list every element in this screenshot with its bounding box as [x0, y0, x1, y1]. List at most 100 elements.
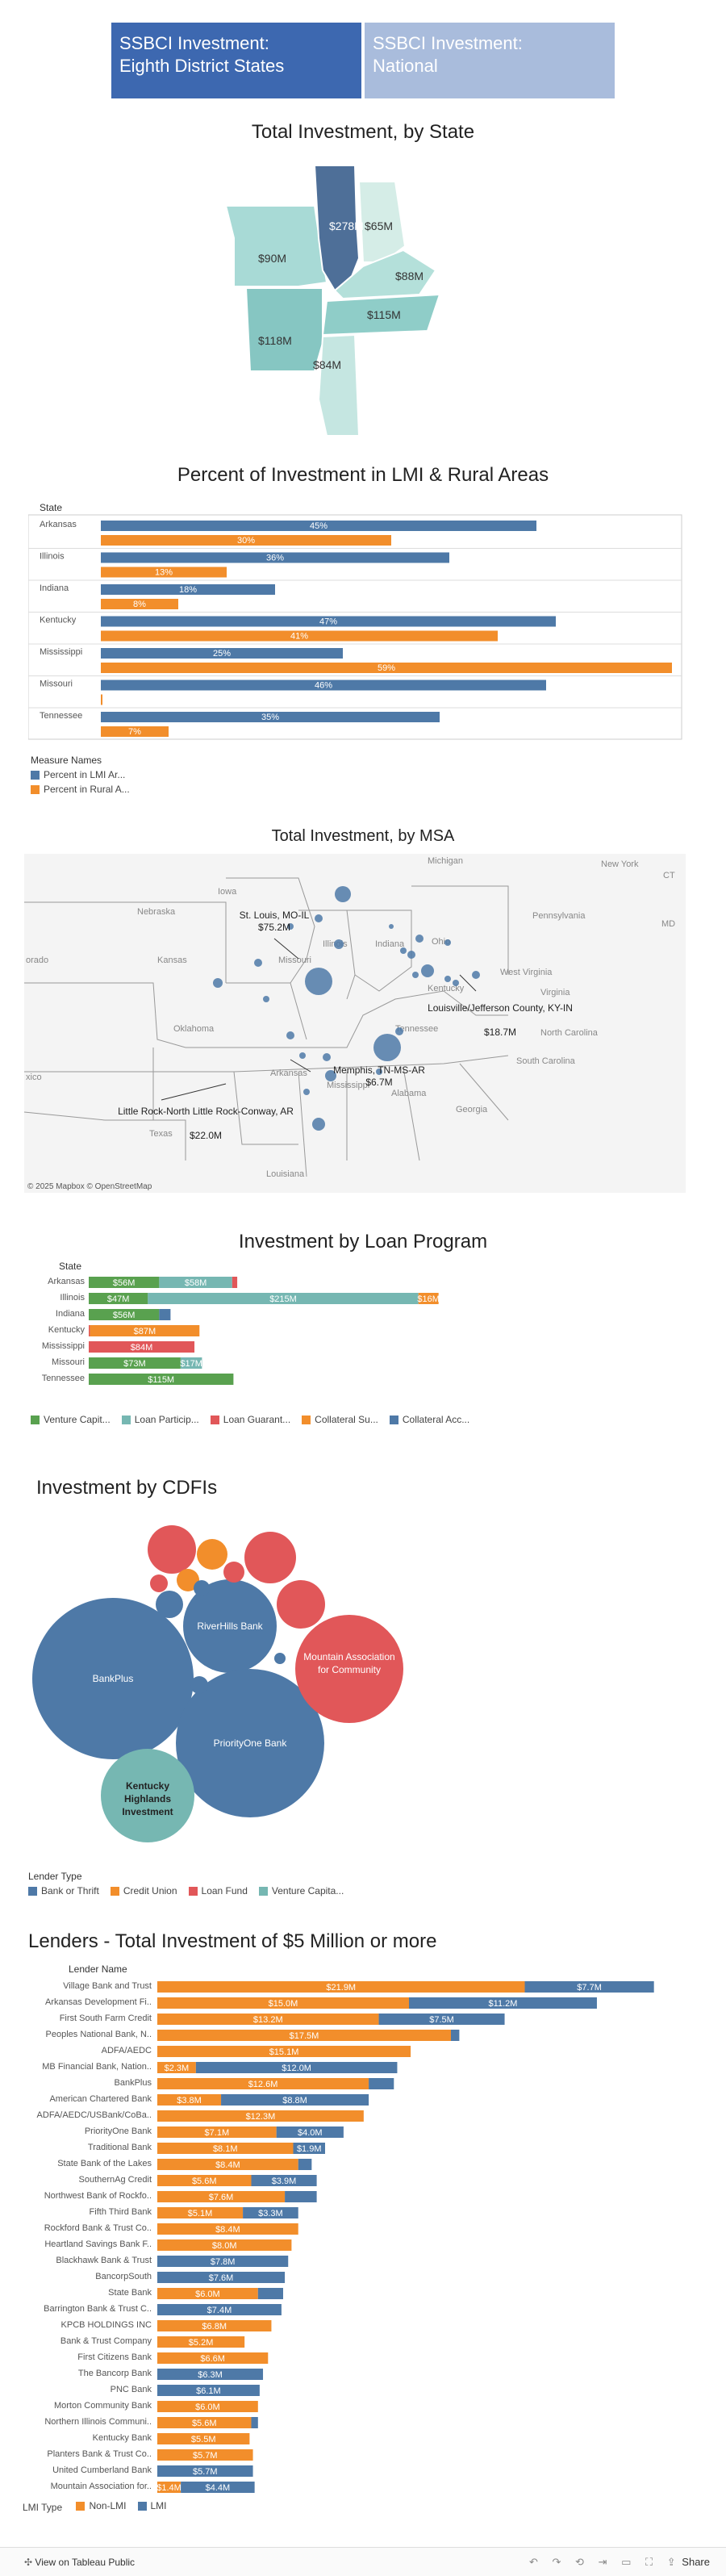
bubble-bank-small-2[interactable]: [194, 1580, 210, 1596]
lender-bar-lmi[interactable]: [369, 2078, 394, 2089]
lmi-bar-arkansas[interactable]: [101, 521, 536, 531]
loan-bar-indiana-collateral-acc[interactable]: [159, 1309, 171, 1320]
tennessee-shape[interactable]: [321, 293, 441, 337]
tab-eighth-district[interactable]: SSBCI Investment: Eighth District States: [111, 23, 361, 98]
lender-bar-non-lmi[interactable]: [157, 2401, 258, 2412]
lender-bar-non-lmi[interactable]: [157, 2336, 245, 2348]
lender-bar-lmi[interactable]: [285, 2191, 317, 2202]
loan-bar-arkansas-loan-particip[interactable]: [159, 1277, 232, 1288]
bubble-kentucky-highlands[interactable]: [101, 1749, 194, 1842]
lender-bar-non-lmi[interactable]: [157, 2014, 379, 2025]
bubble-loanfund-4[interactable]: [223, 1562, 244, 1583]
lender-bar-non-lmi[interactable]: [157, 2159, 298, 2170]
arkansas-shape[interactable]: [244, 287, 323, 372]
lmi-bar-tennessee[interactable]: [101, 712, 440, 722]
lenders-legend-item-0[interactable]: Non-LMI: [76, 2500, 127, 2511]
loan-bar-illinois-venture-capit[interactable]: [89, 1293, 148, 1304]
lender-bar-non-lmi[interactable]: [157, 2482, 182, 2493]
revert-icon[interactable]: ⟲: [575, 2556, 584, 2568]
lender-bar-non-lmi[interactable]: [157, 2288, 258, 2299]
msa-bubble[interactable]: [400, 947, 407, 954]
msa-bubble[interactable]: [373, 1034, 401, 1061]
loan-bar-indiana-venture-capit[interactable]: [89, 1309, 160, 1320]
bubble-bank-small-1[interactable]: [156, 1591, 183, 1618]
lender-bar-non-lmi[interactable]: [157, 1997, 409, 2009]
msa-bubble[interactable]: [444, 939, 451, 946]
lender-bar-lmi[interactable]: [257, 2288, 283, 2299]
lender-bar-lmi[interactable]: [378, 2014, 505, 2025]
loan-bar-kentucky-loan-guarant[interactable]: [89, 1325, 90, 1336]
bubble-credit-union-1[interactable]: [197, 1539, 227, 1570]
msa-bubble[interactable]: [395, 1027, 403, 1035]
lender-bar-non-lmi[interactable]: [157, 2110, 364, 2122]
lenders-legend-item-1[interactable]: LMI: [137, 2500, 167, 2511]
loan-chart[interactable]: State Arkansas $56M $58M Illinois $47M $215M $…: [28, 1259, 690, 1396]
lender-bar-non-lmi[interactable]: [157, 2126, 277, 2138]
msa-bubble[interactable]: [299, 1052, 306, 1059]
lender-bar-non-lmi[interactable]: [157, 2207, 244, 2218]
lender-bar-non-lmi[interactable]: [157, 2094, 222, 2106]
mississippi-shape[interactable]: [317, 333, 361, 437]
lender-bar-non-lmi[interactable]: [157, 2030, 451, 2041]
msa-bubble[interactable]: [303, 1089, 310, 1095]
lender-bar-non-lmi[interactable]: [157, 2143, 294, 2154]
msa-bubble[interactable]: [305, 968, 332, 995]
bubble-bank-small-3[interactable]: [190, 1676, 208, 1694]
lmi-bar-indiana[interactable]: [101, 584, 275, 595]
lender-bar-lmi[interactable]: [221, 2094, 369, 2106]
msa-bubble[interactable]: [407, 951, 415, 959]
lender-bar-lmi[interactable]: [157, 2385, 260, 2396]
loan-legend-item-4[interactable]: Collateral Acc...: [389, 1414, 469, 1425]
msa-bubble[interactable]: [213, 978, 223, 988]
device-preview-icon[interactable]: ▭: [621, 2556, 632, 2568]
msa-bubble[interactable]: [472, 971, 480, 979]
msa-bubble[interactable]: [453, 980, 459, 986]
lender-bar-lmi[interactable]: [157, 2256, 289, 2267]
msa-bubble[interactable]: [421, 964, 434, 977]
loan-bar-illinois-loan-particip[interactable]: [148, 1293, 419, 1304]
msa-bubble[interactable]: [334, 939, 344, 949]
lender-bar-lmi[interactable]: [157, 2304, 282, 2315]
missouri-shape[interactable]: [224, 205, 328, 287]
undo-icon[interactable]: ↶: [528, 2556, 538, 2568]
bubble-loanfund-3[interactable]: [277, 1580, 325, 1629]
lender-bar-non-lmi[interactable]: [157, 2223, 298, 2235]
msa-bubble[interactable]: [286, 1031, 294, 1039]
loan-bar-illinois-collateral-su[interactable]: [418, 1293, 439, 1304]
lender-bar-lmi[interactable]: [409, 1997, 597, 2009]
msa-bubble[interactable]: [335, 886, 351, 902]
lmi-legend-lmi[interactable]: Percent in LMI Ar...: [31, 769, 125, 780]
lender-bar-non-lmi[interactable]: [157, 2417, 252, 2428]
lender-bar-non-lmi[interactable]: [157, 2239, 292, 2251]
msa-bubble[interactable]: [415, 935, 424, 943]
rural-bar-mississippi[interactable]: [101, 663, 672, 673]
lender-bar-lmi[interactable]: [451, 2030, 460, 2041]
lender-bar-lmi[interactable]: [298, 2159, 312, 2170]
tab-national[interactable]: SSBCI Investment: National: [365, 23, 615, 98]
lender-bar-non-lmi[interactable]: [157, 2433, 250, 2444]
lmi-bar-missouri[interactable]: [101, 680, 546, 691]
loan-bar-kentucky-collateral-su[interactable]: [90, 1325, 200, 1336]
msa-bubble[interactable]: [323, 1053, 331, 1061]
lender-bar-lmi[interactable]: [243, 2207, 298, 2218]
msa-bubble[interactable]: [325, 1070, 336, 1081]
msa-bubble[interactable]: [389, 924, 394, 929]
loan-bar-missouri-loan-particip[interactable]: [180, 1357, 202, 1369]
bubble-priorityone[interactable]: [176, 1669, 324, 1817]
rural-bar-tennessee[interactable]: [101, 726, 169, 737]
msa-bubble[interactable]: [315, 914, 323, 922]
loan-legend-item-3[interactable]: Collateral Su...: [302, 1414, 378, 1425]
cdfi-bubble-chart[interactable]: BankPlus RiverHills Bank PriorityOne Ban…: [28, 1517, 432, 1856]
loan-legend-item-0[interactable]: Venture Capit...: [31, 1414, 111, 1425]
lender-bar-non-lmi[interactable]: [157, 2320, 272, 2331]
loan-legend-item-2[interactable]: Loan Guarant...: [210, 1414, 290, 1425]
msa-bubble[interactable]: [312, 1118, 325, 1131]
msa-bubble[interactable]: [263, 996, 269, 1002]
loan-bar-arkansas-loan-guarant[interactable]: [232, 1277, 238, 1288]
bubble-loanfund-5[interactable]: [150, 1574, 168, 1592]
lmi-bar-mississippi[interactable]: [101, 648, 343, 659]
kentucky-shape[interactable]: [333, 249, 437, 300]
lmi-legend-rural[interactable]: Percent in Rural A...: [31, 784, 130, 795]
lmi-bar-kentucky[interactable]: [101, 616, 556, 627]
